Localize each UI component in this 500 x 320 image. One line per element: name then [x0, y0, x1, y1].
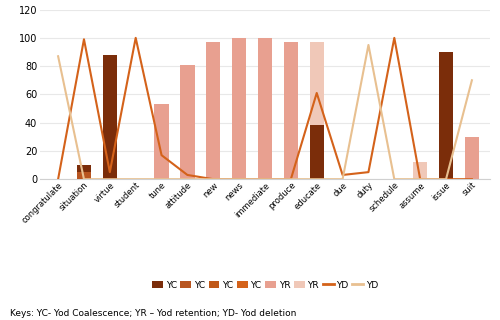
Bar [232, 38, 246, 179]
Bar [413, 162, 428, 179]
Bar [206, 42, 220, 179]
Bar [413, 169, 428, 179]
Bar [439, 52, 453, 179]
Bar [258, 38, 272, 179]
Bar [465, 137, 479, 179]
Bar [310, 42, 324, 179]
Bar [439, 161, 453, 179]
Bar [180, 65, 194, 179]
Legend: YC, YC, YC, YC, YR, YR, YD, YD: YC, YC, YC, YC, YR, YR, YD, YD [148, 277, 382, 293]
Bar [284, 42, 298, 179]
Bar [310, 125, 324, 179]
Bar [77, 172, 91, 179]
Bar [154, 104, 168, 179]
Text: Keys: YC- Yod Coalescence; YR – Yod retention; YD- Yod deletion: Keys: YC- Yod Coalescence; YR – Yod rete… [10, 309, 296, 318]
Bar [439, 168, 453, 179]
Bar [77, 165, 91, 179]
Bar [102, 55, 117, 179]
